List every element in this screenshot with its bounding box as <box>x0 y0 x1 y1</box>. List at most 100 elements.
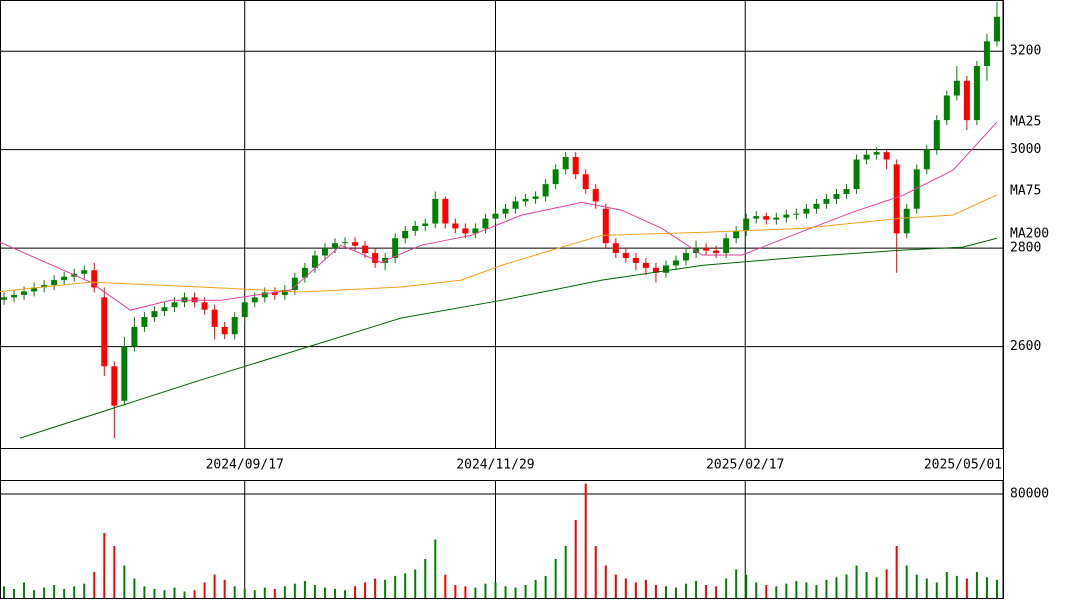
volume-bar <box>915 574 918 598</box>
x-tick-label: 2024/11/29 <box>456 458 534 473</box>
volume-bar <box>163 590 166 598</box>
volume-bar <box>614 574 617 598</box>
candle-body <box>622 253 629 258</box>
candle-body <box>783 214 790 218</box>
candle-body <box>743 218 750 231</box>
volume-bar <box>33 590 36 598</box>
volume-bar <box>183 591 186 598</box>
candle-body <box>652 267 659 273</box>
volume-bar <box>624 578 627 598</box>
candle-body <box>773 217 780 220</box>
volume-bar <box>323 587 326 598</box>
y-tick-label: 3000 <box>1010 142 1041 157</box>
volume-bar <box>735 569 738 598</box>
volume-bar <box>634 582 637 598</box>
volume-bar <box>775 586 778 598</box>
candle-body <box>943 95 950 121</box>
volume-bar <box>675 587 678 598</box>
volume-bar <box>303 581 306 598</box>
candle-body <box>522 198 529 202</box>
candle-body <box>713 250 720 254</box>
candle-body <box>51 280 58 286</box>
volume-bar <box>785 583 788 598</box>
candle-body <box>933 120 940 150</box>
candle-body <box>823 198 830 204</box>
y-tick-label: 2600 <box>1010 339 1041 354</box>
volume-bar <box>995 579 998 598</box>
candle-body <box>993 16 1000 42</box>
volume-bar <box>765 585 768 598</box>
volume-bar <box>504 586 507 598</box>
volume-bar <box>584 483 587 598</box>
volume-bar <box>474 587 477 598</box>
volume-frame <box>0 480 1004 599</box>
volume-bar <box>464 586 467 598</box>
volume-bar <box>354 586 357 598</box>
volume-bar <box>344 590 347 598</box>
candle-body <box>843 189 850 194</box>
candle-body <box>542 184 549 197</box>
volume-bar <box>53 585 56 598</box>
candle-body <box>121 346 128 401</box>
candle-body <box>402 230 409 239</box>
candle-body <box>512 201 519 209</box>
candle-body <box>923 149 930 170</box>
volume-bar <box>404 573 407 598</box>
volume-bar <box>374 578 377 598</box>
candle-body <box>231 317 238 335</box>
volume-bar <box>263 587 266 598</box>
candle-body <box>61 276 68 281</box>
candle-body <box>462 228 469 234</box>
candle-body <box>251 297 258 303</box>
volume-bar <box>113 546 116 598</box>
volume-bar <box>63 588 66 598</box>
candle-body <box>733 230 740 239</box>
candle-body <box>532 196 539 199</box>
candle-body <box>392 238 399 258</box>
volume-bar <box>43 587 46 598</box>
candle-body <box>913 169 920 209</box>
candle-body <box>241 302 248 318</box>
moving-average-line <box>0 194 998 293</box>
volume-bar <box>233 586 236 598</box>
volume-bar <box>434 539 437 598</box>
moving-average-line <box>19 237 998 439</box>
candle-body <box>863 154 870 160</box>
candle-body <box>41 285 48 288</box>
candle-body <box>151 311 158 318</box>
candle-body <box>342 242 349 244</box>
volume-bar <box>705 585 708 598</box>
candle-body <box>372 253 379 263</box>
volume-bar <box>414 569 417 598</box>
volume-bar <box>73 586 76 598</box>
volume-bar <box>213 574 216 598</box>
candle-body <box>883 152 890 160</box>
candle-body <box>963 80 970 121</box>
volume-bar <box>564 546 567 598</box>
volume-bar <box>524 585 527 598</box>
volume-bar <box>975 572 978 598</box>
volume-bar <box>544 575 547 598</box>
volume-bar <box>23 582 26 598</box>
volume-bar <box>454 585 457 598</box>
volume-bar <box>955 575 958 598</box>
candle-body <box>552 169 559 185</box>
volume-bar <box>243 588 246 598</box>
candle-body <box>211 309 218 327</box>
candle-body <box>91 270 98 288</box>
candle-body <box>763 216 770 220</box>
volume-bar <box>554 559 557 598</box>
volume-bar <box>855 565 858 598</box>
price-frame <box>0 0 1004 449</box>
x-tick-label: 2024/09/17 <box>206 458 284 473</box>
volume-bar <box>574 520 577 598</box>
candle-body <box>21 291 28 295</box>
volume-bar <box>93 572 96 598</box>
candle-body <box>432 198 439 224</box>
candle-body <box>221 326 228 335</box>
volume-bar <box>805 582 808 598</box>
candle-body <box>111 366 118 406</box>
volume-bar <box>223 579 226 598</box>
volume-bar <box>935 582 938 598</box>
candle-body <box>422 223 429 226</box>
